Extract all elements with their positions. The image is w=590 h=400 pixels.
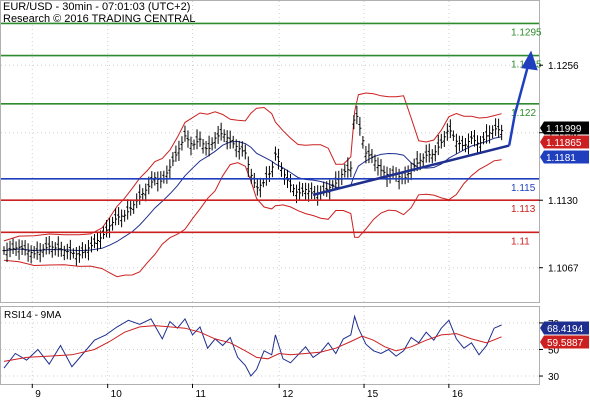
price-tag-label: 1.11865: [546, 138, 582, 149]
rsi-grid: [1, 307, 539, 384]
rsi-tick-label: 30: [548, 372, 560, 383]
chart-header-copyright: Research © 2016 TRADING CENTRAL: [3, 13, 196, 25]
price-tag: [540, 135, 589, 149]
bollinger-lower-band: [3, 159, 502, 278]
price-tick-label: 1.1067: [548, 264, 579, 275]
chart-header-instrument: EUR/USD - 30min - 07:01:03 (UTC+2): [3, 1, 191, 13]
price-tag-label: 1.1181: [546, 153, 576, 164]
rsi-value-tag: [540, 321, 589, 335]
price-tag: [540, 150, 589, 164]
price-plot-frame: [0, 0, 540, 303]
price-tick-label: 1.1256: [548, 61, 579, 72]
price-tick-label: 1.1130: [548, 196, 578, 207]
projection-arrow-head: [521, 50, 538, 71]
trendlines: [312, 144, 510, 197]
x-tick-label: 9: [35, 389, 41, 400]
x-tick-label: 12: [282, 389, 294, 400]
bollinger-upper-band: [3, 92, 502, 242]
level-label: 1.115: [511, 183, 536, 194]
rsi-value-tags: 68.4194 59.5887: [540, 321, 589, 349]
x-tick-label: 10: [111, 389, 123, 400]
rsi-value-tag: [540, 335, 589, 349]
x-tick-label: 11: [196, 389, 207, 400]
projection-arrow: [507, 50, 538, 146]
price-tag: [540, 121, 589, 135]
level-label: 1.11: [511, 236, 530, 247]
rsi-9ma-line: [3, 325, 502, 362]
rsi-value-tag-label: 68.4194: [547, 324, 584, 335]
rsi-value-tag-label: 59.5887: [547, 338, 584, 349]
price-bars: [2, 105, 504, 266]
price-tags: 1.11999 1.11865 1.1181: [540, 121, 589, 164]
x-tick-label: 15: [367, 389, 379, 400]
projection-arrow-line: [507, 65, 530, 146]
x-axis: 9 10 11 12 15 16: [31, 384, 464, 400]
rsi-plot-frame: [0, 306, 540, 385]
x-tick-label: 16: [452, 389, 464, 400]
rsi-panel-title: RSI14 - 9MA: [4, 310, 62, 321]
bollinger-bands: [3, 92, 502, 278]
rsi-lines: [3, 314, 502, 377]
rsi14-line: [3, 314, 502, 377]
level-label: 1.1295: [511, 27, 542, 38]
level-label: 1.122: [511, 108, 536, 119]
trendline: [312, 144, 510, 197]
level-label: 1.113: [511, 204, 536, 215]
price-tag-label: 1.11999: [546, 124, 582, 135]
rsi-tick-label: 50: [548, 345, 560, 356]
